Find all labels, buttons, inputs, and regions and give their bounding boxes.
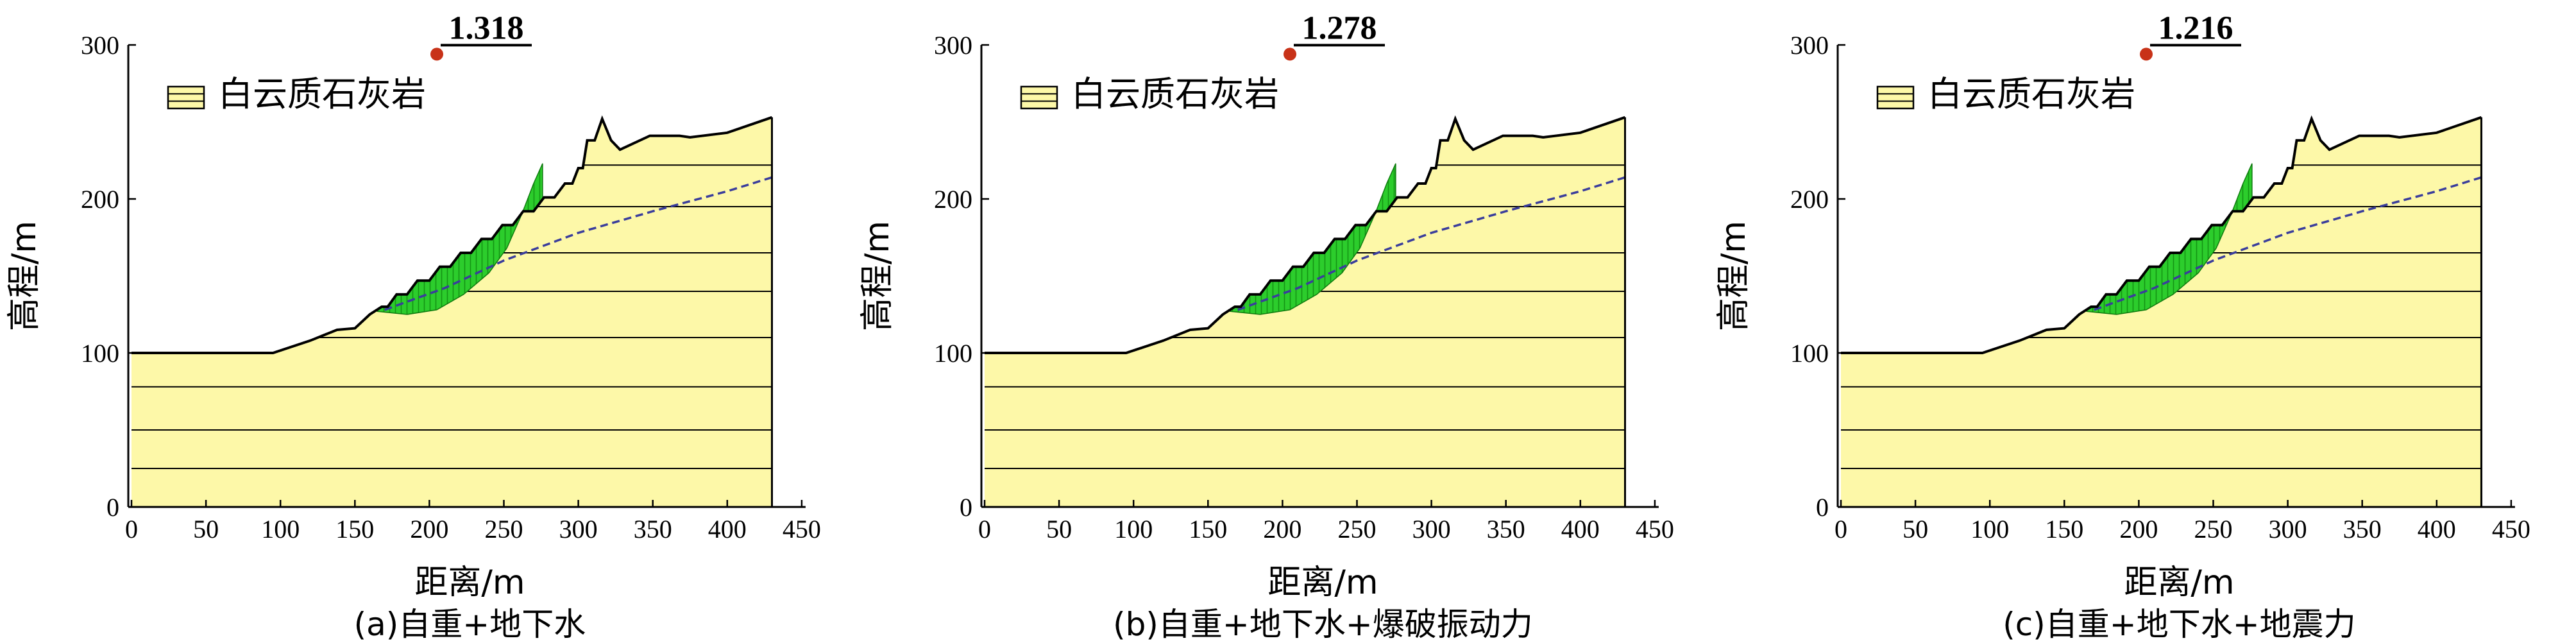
- legend-swatch: [1020, 85, 1058, 110]
- y-tick-label: 300: [934, 31, 972, 60]
- x-tick-label: 50: [193, 515, 219, 544]
- x-tick-label: 300: [1412, 515, 1451, 544]
- y-tick-label: 0: [106, 493, 119, 522]
- x-tick-label: 0: [1835, 515, 1847, 544]
- legend-swatch: [1876, 85, 1915, 110]
- y-tick-label: 300: [1790, 31, 1829, 60]
- x-tick-label: 150: [1189, 515, 1227, 544]
- x-axis-label: 距离/m: [2124, 563, 2234, 602]
- panel-caption: (b)自重+地下水+爆破振动力: [1113, 606, 1533, 643]
- x-tick-label: 250: [485, 515, 523, 544]
- x-tick-label: 450: [2492, 515, 2530, 544]
- legend-label: 白云质石灰岩: [218, 74, 426, 114]
- chart-panel-1: 0 50 100 150 200 250 300 350 400 450 0 100 200 300 距离/…: [5, 10, 821, 643]
- x-tick-label: 50: [1046, 515, 1072, 544]
- x-tick-label: 200: [410, 515, 448, 544]
- y-axis-label: 高程/m: [858, 221, 897, 331]
- x-tick-label: 300: [559, 515, 598, 544]
- y-tick-label: 300: [81, 31, 119, 60]
- x-tick-label: 400: [2418, 515, 2456, 544]
- y-tick-label: 0: [1816, 493, 1829, 522]
- y-tick-label: 100: [1790, 339, 1829, 368]
- x-tick-label: 0: [978, 515, 991, 544]
- safety-factor-value: 1.278: [1302, 10, 1377, 46]
- y-tick-label: 200: [81, 185, 119, 214]
- x-axis-label: 距离/m: [1267, 563, 1378, 602]
- x-tick-label: 350: [2343, 515, 2382, 544]
- legend-label: 白云质石灰岩: [1071, 74, 1279, 114]
- critical-center-point: [2140, 47, 2153, 61]
- water-table-line: [1237, 176, 1626, 311]
- ground-surface-line: [131, 115, 773, 354]
- rock-body: [131, 117, 772, 508]
- x-tick-label: 200: [2119, 515, 2158, 544]
- y-tick-label: 0: [960, 493, 972, 522]
- ground-surface-line: [985, 115, 1626, 354]
- panel-caption: (a)自重+地下水: [354, 606, 586, 643]
- x-tick-label: 100: [1114, 515, 1153, 544]
- legend-swatch: [167, 85, 205, 110]
- critical-center-point: [430, 47, 444, 61]
- x-tick-label: 400: [1561, 515, 1600, 544]
- x-axis-label: 距离/m: [414, 563, 525, 602]
- rock-body: [985, 117, 1625, 508]
- x-tick-label: 150: [2045, 515, 2083, 544]
- critical-center-point: [1284, 47, 1297, 61]
- x-tick-label: 250: [2194, 515, 2233, 544]
- water-table-line: [2094, 176, 2482, 311]
- x-tick-label: 450: [1636, 515, 1674, 544]
- y-tick-label: 100: [934, 339, 972, 368]
- water-table-line: [384, 176, 773, 311]
- x-tick-label: 150: [335, 515, 374, 544]
- x-tick-label: 100: [1970, 515, 2009, 544]
- legend-label: 白云质石灰岩: [1928, 74, 2135, 114]
- safety-factor-value: 1.216: [2158, 10, 2233, 46]
- x-tick-label: 100: [261, 515, 300, 544]
- x-tick-label: 350: [634, 515, 672, 544]
- x-tick-label: 250: [1338, 515, 1377, 544]
- y-axis-label: 高程/m: [5, 221, 44, 331]
- x-tick-label: 200: [1263, 515, 1301, 544]
- x-tick-label: 400: [708, 515, 747, 544]
- ground-surface-line: [1841, 115, 2482, 354]
- x-tick-label: 450: [783, 515, 821, 544]
- y-tick-label: 200: [934, 185, 972, 214]
- x-tick-label: 350: [1487, 515, 1525, 544]
- rock-body: [1841, 117, 2482, 508]
- y-tick-label: 100: [81, 339, 119, 368]
- chart-panel-3: 0 50 100 150 200 250 300 350 400 450 0 100 200 300 距离/…: [1715, 10, 2530, 643]
- x-tick-label: 0: [125, 515, 138, 544]
- x-tick-label: 300: [2269, 515, 2307, 544]
- y-axis-label: 高程/m: [1715, 221, 1753, 331]
- x-tick-label: 50: [1902, 515, 1928, 544]
- safety-factor-value: 1.318: [449, 10, 524, 46]
- chart-panel-2: 0 50 100 150 200 250 300 350 400 450 0 100 200 300 距离/…: [858, 10, 1674, 643]
- panel-caption: (c)自重+地下水+地震力: [2003, 606, 2355, 643]
- y-tick-label: 200: [1790, 185, 1829, 214]
